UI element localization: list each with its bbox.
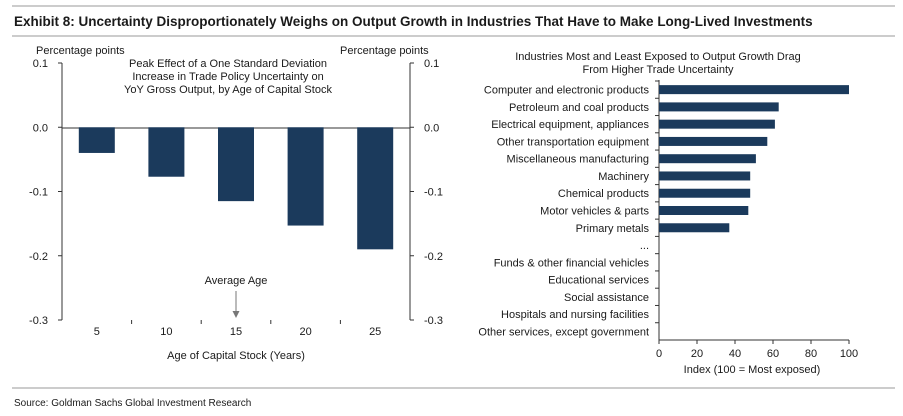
industry-bar xyxy=(659,119,775,129)
x-tick-label: 40 xyxy=(729,348,741,360)
right-y-axis-label: Percentage points xyxy=(340,45,429,57)
industry-label: Hospitals and nursing facilities xyxy=(501,309,649,321)
x-tick-label: 80 xyxy=(805,348,817,360)
industry-label: ... xyxy=(640,240,649,252)
bar-age-10 xyxy=(148,127,185,177)
industry-label: Electrical equipment, appliances xyxy=(491,119,649,131)
left-y-tick-label: -0.3 xyxy=(29,315,48,327)
industry-label: Funds & other financial vehicles xyxy=(494,257,650,269)
exhibit-title: Exhibit 8: Uncertainty Disproportionatel… xyxy=(14,14,813,29)
industry-bar xyxy=(659,188,751,198)
industry-label: Social assistance xyxy=(564,292,649,304)
x-tick-label: 25 xyxy=(369,326,381,338)
industry-label: Educational services xyxy=(548,275,649,287)
x-tick-label: 5 xyxy=(94,326,100,338)
bar-age-5 xyxy=(78,127,115,153)
x-tick-label: 20 xyxy=(299,326,311,338)
industry-bar xyxy=(659,154,756,164)
left-chart-title-line-2: Increase in Trade Policy Uncertainty on xyxy=(132,71,323,83)
left-chart-title-line-1: Peak Effect of a One Standard Deviation xyxy=(129,58,327,70)
left-y-axis-label: Percentage points xyxy=(36,45,125,57)
bar-age-20 xyxy=(287,127,324,226)
industry-bar xyxy=(659,206,749,215)
industry-label: Primary metals xyxy=(576,223,650,235)
right-y-tick-label: -0.2 xyxy=(424,251,443,263)
left-chart-title-line-3: YoY Gross Output, by Age of Capital Stoc… xyxy=(124,84,332,96)
industry-bar xyxy=(659,136,768,146)
industry-label: Computer and electronic products xyxy=(484,85,650,97)
left-y-tick-label: 0.0 xyxy=(33,122,48,134)
industry-bar xyxy=(659,102,779,112)
x-tick-label: 20 xyxy=(691,348,703,360)
x-tick-label: 60 xyxy=(767,348,779,360)
left-y-tick-label: 0.1 xyxy=(33,58,48,70)
average-age-arrowhead xyxy=(232,311,240,318)
right-chart-title-line-1: Industries Most and Least Exposed to Out… xyxy=(515,51,801,63)
industry-label: Chemical products xyxy=(558,188,650,200)
right-chart-title-line-2: From Higher Trade Uncertainty xyxy=(583,64,734,76)
x-tick-label: 0 xyxy=(656,348,662,360)
right-y-tick-label: 0.0 xyxy=(424,122,439,134)
bar-age-15 xyxy=(218,127,254,202)
left-y-tick-label: -0.2 xyxy=(29,251,48,263)
x-axis-title: Age of Capital Stock (Years) xyxy=(167,350,305,362)
right-y-tick-label: -0.3 xyxy=(424,315,443,327)
bar-age-25 xyxy=(357,127,394,250)
average-age-annotation: Average Age xyxy=(205,275,268,287)
source-note: Source: Goldman Sachs Global Investment … xyxy=(14,398,251,409)
industry-label: Other transportation equipment xyxy=(497,136,649,148)
x-tick-label: 100 xyxy=(840,348,858,360)
x-tick-label: 10 xyxy=(160,326,172,338)
right-bar-chart: Industries Most and Least Exposed to Out… xyxy=(478,51,858,376)
x-tick-label: 15 xyxy=(230,326,242,338)
right-y-tick-label: -0.1 xyxy=(424,187,443,199)
left-y-tick-label: -0.1 xyxy=(29,187,48,199)
industry-bar xyxy=(659,223,730,233)
right-y-tick-label: 0.1 xyxy=(424,58,439,70)
industry-bar xyxy=(659,85,849,95)
industry-label: Petroleum and coal products xyxy=(509,102,650,114)
industry-label: Miscellaneous manufacturing xyxy=(507,154,649,166)
industry-label: Motor vehicles & parts xyxy=(540,206,649,218)
left-bar-chart: Percentage points Percentage points Peak… xyxy=(29,45,443,362)
industry-bar xyxy=(659,171,751,181)
right-chart-x-axis-title: Index (100 = Most exposed) xyxy=(684,364,821,376)
industry-label: Other services, except government xyxy=(478,326,649,338)
industry-label: Machinery xyxy=(598,171,649,183)
